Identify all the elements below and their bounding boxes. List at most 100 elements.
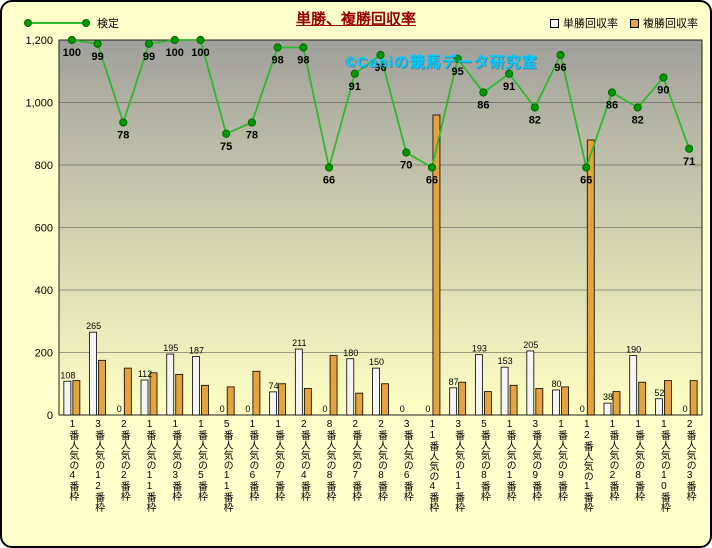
- kentei-point: [427, 163, 437, 172]
- y-tick-label: 0: [47, 410, 53, 422]
- legend-fukusho: 複勝回収率: [630, 15, 698, 31]
- kentei-value-label: 91: [503, 81, 515, 93]
- x-axis-label: 11番人気の4番枠: [426, 419, 438, 512]
- fukusho-swatch-icon: [630, 18, 639, 28]
- bar-fukusho: [612, 391, 621, 416]
- bar-value-label: 0: [580, 404, 585, 414]
- bar-tansho: [449, 387, 458, 416]
- kentei-value-label: 100: [191, 47, 209, 59]
- bar-value-label: 0: [425, 404, 430, 414]
- bar-fukusho: [175, 373, 184, 416]
- kentei-point: [530, 103, 539, 112]
- bar-tansho: [269, 391, 278, 416]
- bar-fukusho: [149, 372, 158, 416]
- kentei-value-label: 66: [580, 175, 592, 187]
- kentei-value-label: 71: [683, 156, 695, 168]
- legend-fukusho-label: 複勝回収率: [643, 18, 698, 30]
- kentei-point: [119, 118, 128, 127]
- bar-value-label: 0: [323, 404, 328, 414]
- bar-fukusho: [561, 386, 569, 416]
- legend-kentei: 検定: [24, 15, 119, 31]
- kentei-value-label: 95: [452, 66, 464, 78]
- bar-fukusho: [689, 380, 698, 416]
- kentei-value-label: 70: [400, 160, 412, 172]
- bar-tansho: [372, 367, 380, 416]
- kentei-point: [582, 163, 591, 172]
- bar-tansho: [474, 354, 483, 416]
- kentei-value-label: 86: [477, 100, 489, 112]
- kentei-value-label: 100: [166, 47, 184, 59]
- line-marker-segment: [32, 22, 82, 24]
- bar-fukusho: [381, 383, 389, 416]
- kentei-point: [479, 88, 488, 97]
- kentei-value-label: 82: [632, 115, 644, 127]
- kentei-point: [607, 88, 617, 97]
- bar-tansho: [603, 402, 612, 416]
- kentei-value-label: 90: [657, 85, 669, 97]
- bar-fukusho: [252, 370, 261, 416]
- bar-fukusho: [123, 367, 132, 416]
- kentei-value-label: 91: [349, 81, 361, 93]
- x-axis-label: 1番人気の4番枠: [66, 419, 78, 501]
- bar-value-label: 265: [86, 321, 101, 331]
- y-tick-label: 200: [35, 348, 53, 360]
- x-axis-label: 3番人気の9番枠: [529, 419, 541, 501]
- bar-value-label: 112: [138, 369, 152, 379]
- bar-value-label: 0: [245, 404, 250, 414]
- bar-fukusho: [535, 388, 544, 416]
- x-axis-label: 1番人気の3番枠: [169, 419, 181, 501]
- kentei-value-label: 96: [554, 62, 566, 74]
- kentei-point: [350, 69, 359, 78]
- bar-value-label: 190: [626, 345, 641, 355]
- kentei-point: [196, 35, 205, 45]
- x-axis-label: 5番人気の11番枠: [221, 419, 233, 512]
- bar-tansho: [140, 379, 149, 416]
- x-axis-label: 1番人気の10番枠: [658, 419, 670, 512]
- x-axis-label: 2番人気の4番枠: [298, 419, 310, 501]
- kentei-value-label: 96: [374, 62, 386, 74]
- kentei-value-label: 99: [143, 51, 155, 63]
- kentei-point: [324, 163, 334, 172]
- kentei-point: [376, 50, 385, 60]
- y-tick-label: 800: [35, 160, 53, 172]
- kentei-point: [685, 144, 694, 153]
- x-axis-labels: 1番人気の4番枠 3番人気の12番枠 2番人気の2番枠 1番人気の11番枠 1番人気の3…: [59, 419, 702, 545]
- x-axis-label: 8番人気の8番枠: [324, 419, 336, 501]
- kentei-point: [67, 35, 76, 45]
- kentei-point: [633, 103, 642, 112]
- bar-fukusho: [509, 384, 518, 416]
- kentei-value-label: 98: [271, 55, 283, 67]
- kentei-point: [273, 43, 282, 52]
- bar-value-label: 38: [603, 392, 613, 402]
- bar-value-label: 195: [163, 343, 178, 353]
- bar-value-label: 0: [683, 404, 688, 414]
- x-axis-label: 3番人気の12番枠: [92, 419, 104, 512]
- x-axis-label: 1番人気の1番枠: [504, 419, 516, 501]
- kentei-value-label: 82: [529, 115, 541, 127]
- line-marker-icon: [24, 19, 90, 28]
- bar-tansho: [500, 366, 509, 416]
- bar-fukusho: [98, 359, 106, 416]
- bar-value-label: 153: [498, 356, 513, 366]
- kentei-value-label: 86: [606, 100, 618, 112]
- kentei-point: [299, 43, 308, 52]
- bar-value-label: 80: [552, 379, 562, 389]
- kentei-point: [659, 73, 668, 82]
- bar-value-label: 193: [472, 344, 487, 354]
- bar-fukusho: [432, 114, 441, 416]
- bar-fukusho: [72, 380, 81, 416]
- x-axis-label: 12番人気の1番枠: [581, 419, 593, 512]
- bar-fukusho: [201, 384, 209, 416]
- bar-value-label: 74: [269, 381, 279, 391]
- bar-fukusho: [638, 381, 647, 416]
- x-axis-label: 1番人気の7番枠: [272, 419, 284, 501]
- y-tick-label: 1,200: [25, 35, 53, 47]
- bar-fukusho: [458, 381, 467, 416]
- bar-value-label: 205: [523, 340, 538, 350]
- bar-value-label: 0: [117, 404, 122, 414]
- kentei-point: [556, 50, 565, 60]
- bar-tansho: [294, 348, 303, 416]
- bar-tansho: [526, 350, 535, 416]
